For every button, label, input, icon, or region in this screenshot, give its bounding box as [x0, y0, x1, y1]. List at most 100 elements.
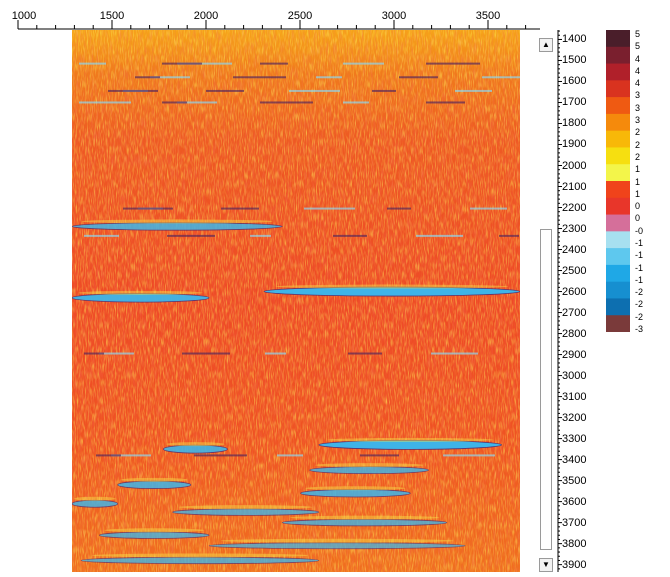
reflector-halo: [315, 463, 424, 468]
reflector-trace: [372, 89, 396, 92]
colorbar-label: 2: [635, 139, 641, 150]
colorbar-swatch: [606, 197, 630, 216]
low-amplitude-reflector: [281, 518, 448, 527]
colorbar-label: -1: [635, 237, 644, 248]
low-amplitude-reflector: [172, 508, 320, 516]
colorbar-gradient: [606, 30, 630, 333]
colorbar-swatch: [606, 46, 630, 65]
reflector-halo: [74, 496, 116, 501]
depth-axis-label: 2900: [562, 348, 587, 361]
reflector-trace: [360, 454, 399, 457]
reflector-halo: [78, 290, 203, 295]
colorbar-label: -3: [635, 324, 644, 334]
reflector-halo: [179, 505, 313, 510]
depth-axis-label: 3300: [562, 432, 587, 445]
x-axis-tick-label: 2000: [193, 10, 219, 22]
scroll-up-button[interactable]: ▲: [539, 38, 553, 52]
colorbar-swatch: [606, 214, 630, 232]
reflector-trace: [221, 207, 259, 210]
depth-axis-label: 3200: [562, 411, 587, 424]
reflector-trace: [250, 234, 271, 237]
reflector-trace: [182, 352, 230, 355]
colorbar-label: -1: [635, 262, 644, 273]
reflector-halo: [166, 442, 225, 447]
depth-axis-label: 2700: [562, 306, 587, 319]
scroll-thumb[interactable]: [540, 228, 552, 550]
depth-axis-label: 2200: [562, 201, 587, 214]
reflector-halo: [220, 538, 454, 543]
low-amplitude-reflector: [72, 499, 119, 508]
reflector-trace: [343, 62, 384, 65]
reflector-halo: [289, 515, 440, 520]
reflector-trace: [426, 101, 465, 104]
colorbar-label: -2: [635, 299, 644, 310]
reflector-trace: [333, 234, 367, 237]
low-amplitude-reflector: [72, 293, 210, 303]
reflector-trace: [162, 101, 187, 104]
reflector-trace: [304, 207, 355, 210]
reflector-halo: [91, 553, 309, 558]
colorbar-swatch: [606, 181, 630, 199]
reflector-trace: [265, 352, 286, 355]
colorbar-label: 3: [635, 102, 641, 113]
colorbar-label: 5: [635, 29, 641, 39]
depth-axis-label: 1400: [562, 33, 587, 46]
reflector-trace: [206, 89, 244, 92]
reflector-trace: [84, 234, 119, 237]
depth-axis-label: 2300: [562, 222, 587, 235]
depth-axis-label: 3400: [562, 453, 587, 466]
colorbar-swatch: [606, 147, 630, 165]
colorbar-label: 4: [635, 53, 641, 64]
reflector-trace: [177, 101, 217, 104]
x-axis-tick-label: 2500: [287, 10, 313, 22]
seismic-section[interactable]: [72, 30, 520, 572]
colorbar-swatch: [606, 298, 630, 316]
depth-axis-label: 3500: [562, 474, 587, 487]
amplitude-colorbar: [606, 30, 630, 333]
reflector-trace: [96, 454, 121, 457]
colorbar-swatch: [606, 30, 630, 48]
reflector-halo: [104, 528, 205, 533]
reflector-trace: [108, 89, 158, 92]
colorbar-swatch: [606, 80, 630, 98]
low-amplitude-reflector: [300, 489, 411, 498]
depth-axis-label: 2000: [562, 159, 587, 172]
reflector-halo: [327, 437, 494, 442]
low-amplitude-reflector: [117, 480, 192, 489]
reflector-trace: [499, 234, 519, 237]
reflector-trace: [399, 76, 438, 79]
colorbar-label: 3: [635, 90, 641, 101]
reflector-trace: [416, 234, 463, 237]
depth-axis-label: 2800: [562, 327, 587, 340]
depth-axis-label: 3900: [562, 558, 587, 571]
reflector-trace: [470, 207, 507, 210]
reflector-trace: [426, 62, 480, 65]
triangle-down-icon: ▼: [542, 560, 550, 569]
seismic-amplitude-image: [72, 30, 520, 572]
x-axis-ticks: [17, 20, 545, 30]
colorbar-swatch: [606, 264, 630, 283]
low-amplitude-reflector: [318, 440, 503, 450]
reflector-trace: [343, 101, 369, 104]
depth-axis-label: 3600: [562, 495, 587, 508]
depth-axis-label: 3800: [562, 537, 587, 550]
reflector-trace: [482, 76, 520, 79]
low-amplitude-reflector: [80, 556, 320, 565]
colorbar-swatch: [606, 231, 630, 249]
depth-axis-ticks: [557, 30, 562, 572]
colorbar-swatch: [606, 315, 630, 333]
colorbar-label: -1: [635, 250, 644, 261]
vertical-scrollbar[interactable]: ▲ ▼: [539, 30, 553, 572]
depth-axis-label: 2100: [562, 180, 587, 193]
depth-axis-label: 3100: [562, 390, 587, 403]
reflector-trace: [289, 89, 340, 92]
depth-axis-label: 2400: [562, 243, 587, 256]
reflector-halo: [305, 486, 406, 491]
depth-axis-label: 2600: [562, 285, 587, 298]
colorbar-label: -2: [635, 287, 644, 298]
colorbar-label: 0: [635, 201, 641, 212]
depth-axis-label: 2500: [562, 264, 587, 277]
scroll-down-button[interactable]: ▼: [539, 558, 553, 572]
colorbar-label: -2: [635, 311, 644, 322]
colorbar-label: -1: [635, 274, 644, 285]
